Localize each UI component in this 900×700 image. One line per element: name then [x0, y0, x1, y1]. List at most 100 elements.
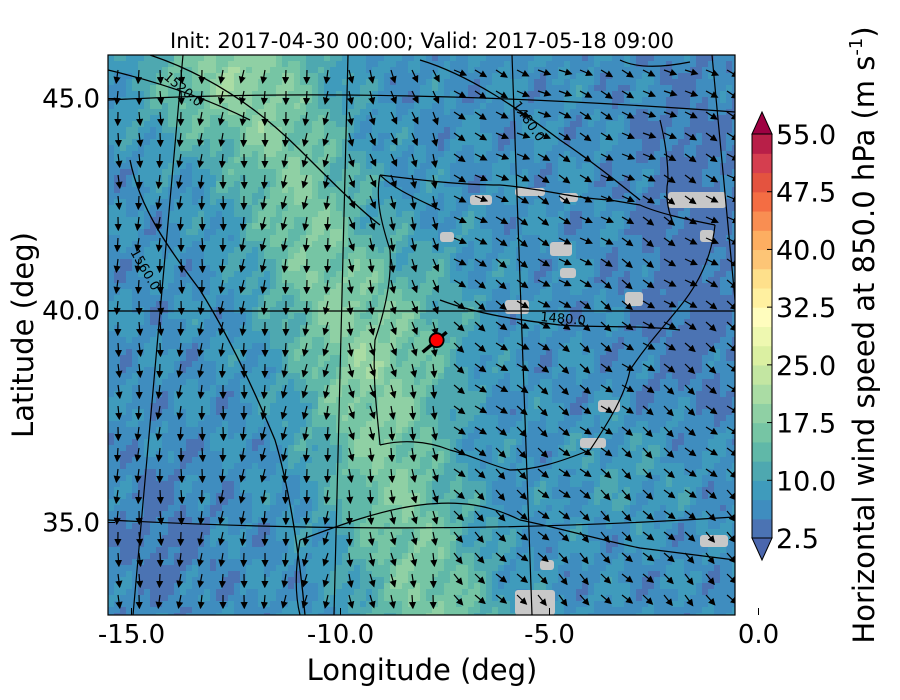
field-cell — [156, 337, 163, 344]
field-cell — [600, 217, 607, 224]
field-cell — [132, 211, 139, 218]
field-cell — [642, 133, 649, 140]
field-cell — [306, 145, 313, 152]
field-cell — [552, 127, 559, 134]
field-cell — [648, 169, 655, 176]
field-cell — [480, 61, 487, 68]
field-cell — [570, 319, 577, 326]
field-cell — [174, 85, 181, 92]
field-cell — [636, 139, 643, 146]
field-cell — [126, 115, 133, 122]
field-cell — [594, 55, 601, 62]
field-cell — [330, 103, 337, 110]
field-cell — [714, 223, 721, 230]
field-cell — [732, 211, 735, 218]
field-cell — [486, 115, 493, 122]
field-cell — [564, 181, 571, 188]
field-cell — [720, 97, 727, 104]
field-cell — [522, 193, 529, 200]
field-cell — [642, 169, 649, 176]
field-cell — [492, 253, 499, 260]
field-cell — [126, 217, 133, 224]
field-cell — [306, 241, 313, 248]
field-cell — [306, 121, 313, 128]
field-cell — [486, 187, 493, 194]
field-cell — [714, 253, 721, 260]
field-cell — [390, 127, 397, 134]
field-cell — [576, 55, 583, 62]
field-cell — [522, 61, 529, 68]
field-cell — [282, 295, 289, 302]
field-cell — [144, 259, 151, 266]
field-cell — [720, 61, 727, 68]
field-cell — [360, 67, 367, 74]
field-cell — [576, 211, 583, 218]
field-cell — [726, 223, 733, 230]
field-cell — [372, 109, 379, 116]
field-cell — [204, 205, 211, 212]
field-cell — [132, 85, 139, 92]
field-cell — [666, 55, 673, 62]
field-cell — [354, 199, 361, 206]
field-cell — [396, 217, 403, 224]
field-cell — [198, 127, 205, 134]
field-cell — [162, 67, 169, 74]
field-cell — [108, 199, 115, 206]
field-cell — [468, 205, 475, 212]
field-cell — [378, 223, 385, 230]
field-cell — [198, 85, 205, 92]
field-cell — [210, 115, 217, 122]
field-cell — [336, 217, 343, 224]
field-cell — [666, 115, 673, 122]
field-cell — [498, 247, 505, 254]
field-cell — [414, 337, 421, 344]
field-cell — [594, 115, 601, 122]
field-cell — [318, 187, 325, 194]
field-cell — [324, 79, 331, 86]
field-cell — [570, 169, 577, 176]
field-cell — [678, 55, 685, 62]
field-cell — [216, 187, 223, 194]
field-cell — [282, 55, 289, 62]
field-cell — [702, 283, 709, 290]
field-cell — [198, 331, 205, 338]
field-cell — [600, 175, 607, 182]
field-cell — [450, 325, 457, 332]
field-cell — [150, 133, 157, 140]
field-cell — [234, 169, 241, 176]
field-cell — [126, 139, 133, 146]
field-cell — [378, 277, 385, 284]
field-cell — [624, 85, 631, 92]
field-cell — [246, 235, 253, 242]
field-cell — [588, 229, 595, 236]
field-cell — [720, 163, 727, 170]
field-cell — [192, 253, 199, 260]
field-cell — [696, 79, 703, 86]
field-cell — [270, 217, 277, 224]
field-cell — [552, 121, 559, 128]
field-cell — [726, 61, 733, 68]
field-cell — [522, 313, 529, 320]
field-cell — [462, 163, 469, 170]
field-cell — [564, 121, 571, 128]
field-cell — [720, 157, 727, 164]
field-cell — [600, 265, 607, 272]
field-cell — [450, 265, 457, 272]
field-cell — [666, 109, 673, 116]
field-cell — [342, 97, 349, 104]
field-cell — [702, 97, 709, 104]
field-cell — [612, 259, 619, 266]
field-cell — [276, 163, 283, 170]
field-cell — [636, 229, 643, 236]
field-cell — [516, 331, 523, 338]
field-cell — [666, 67, 673, 74]
field-cell — [414, 133, 421, 140]
field-cell — [474, 325, 481, 332]
field-cell — [582, 277, 589, 284]
field-cell — [360, 319, 367, 326]
field-cell — [258, 151, 265, 158]
field-cell — [270, 139, 277, 146]
field-cell — [726, 229, 733, 236]
field-cell — [492, 79, 499, 86]
field-cell — [372, 187, 379, 194]
